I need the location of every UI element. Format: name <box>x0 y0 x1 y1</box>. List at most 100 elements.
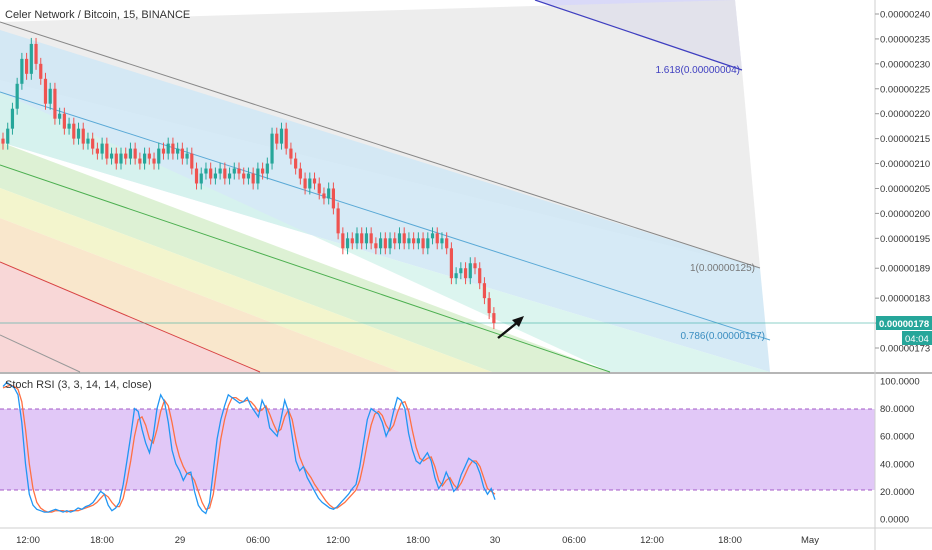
candle-body <box>426 238 430 249</box>
price-tick-label: 0.00000183 <box>880 294 930 305</box>
stoch-ticks: 100.0000 80.0000 60.0000 40.0000 20.0000 0.00… <box>880 377 920 526</box>
candle-body <box>473 263 477 269</box>
price-tick-label: 0.00000189 <box>880 264 930 275</box>
symbol-title: Celer Network / Bitcoin, 15, BINANCE <box>5 9 190 21</box>
candle-body <box>58 113 62 119</box>
candle-body <box>119 153 123 164</box>
price-tick-label: 0.00000200 <box>880 209 930 220</box>
time-tick-label: 18:00 <box>718 535 742 546</box>
candle-body <box>143 153 147 164</box>
current-price-tag: 0.00000178 04:04 <box>876 316 932 345</box>
time-axis[interactable]: 12:00 18:00 29 06:00 12:00 18:00 30 06:00 12:00 1… <box>16 535 819 546</box>
candle-body <box>412 238 416 244</box>
candle-body <box>105 143 109 159</box>
candle-body <box>492 313 496 324</box>
candle-body <box>114 153 118 164</box>
candle-body <box>227 173 232 179</box>
candle-body <box>199 173 203 184</box>
candle-body <box>445 238 449 249</box>
price-tick-label: 0.00000205 <box>880 184 930 195</box>
candle-body <box>407 238 411 244</box>
candle-body <box>336 208 340 234</box>
candle-body <box>109 153 114 159</box>
candle-body <box>265 163 269 174</box>
fib-zone-blue <box>0 30 770 372</box>
candle-body <box>487 298 491 314</box>
fib-line-bottom-gray <box>0 334 81 373</box>
candle-body <box>15 83 19 109</box>
candle-body <box>176 148 180 154</box>
candle-body <box>133 148 137 159</box>
fib-label-1618: 1.618(0.00000004) <box>655 65 740 76</box>
candle-body <box>440 238 444 244</box>
price-tick-label: 0.00000210 <box>880 159 930 170</box>
stoch-tick-label: 80.0000 <box>880 404 914 415</box>
candle-body <box>246 173 251 179</box>
candle-body <box>350 238 354 244</box>
candle-body <box>29 43 33 74</box>
time-tick-label: 06:00 <box>562 535 586 546</box>
candle-body <box>242 173 246 179</box>
candle-body <box>251 173 255 184</box>
candle-body <box>53 88 57 119</box>
candle-body <box>369 233 373 244</box>
candle-body <box>81 128 85 144</box>
candle-body <box>345 238 350 249</box>
fib-line-green <box>0 164 611 373</box>
fib-zone-orange <box>0 218 400 372</box>
candle-body <box>327 188 331 199</box>
candle-body <box>463 268 468 279</box>
candle-body <box>393 238 397 244</box>
candle-body <box>218 168 222 174</box>
price-tick-label: 0.00000195 <box>880 234 930 245</box>
candle-body <box>10 108 15 129</box>
price-tick-label: 0.00000225 <box>880 84 930 95</box>
candle-body <box>449 248 453 279</box>
candle-body <box>261 168 265 174</box>
candle-body <box>303 178 307 189</box>
candle-body <box>161 148 166 154</box>
candle-body <box>67 123 71 129</box>
price-tick-label: 0.00000220 <box>880 109 930 120</box>
candle-body <box>232 168 236 174</box>
candle-body <box>157 148 161 164</box>
time-tick-label: 18:00 <box>406 535 430 546</box>
candle-body <box>312 178 317 184</box>
candle-body <box>43 78 48 104</box>
stoch-rsi-pane[interactable]: Stoch RSI (3, 3, 14, 14, close) <box>0 379 875 515</box>
candle-body <box>331 188 335 209</box>
candle-body <box>91 138 95 149</box>
fib-label-0786: 0.786(0.00000167) <box>680 331 765 342</box>
candle-body <box>435 233 439 244</box>
candle-body <box>6 128 10 144</box>
fib-line-1 <box>0 21 761 269</box>
price-pane[interactable]: 1.618(0.00000004) 1(0.00000125) 0.786(0.… <box>0 0 875 373</box>
candle-body <box>275 133 279 144</box>
time-tick-label: 30 <box>490 535 501 546</box>
candle-body <box>185 153 189 159</box>
candle-body <box>379 238 383 249</box>
time-tick-label: 29 <box>175 535 186 546</box>
fib-zone-green <box>0 142 610 372</box>
candle-body <box>364 233 369 244</box>
price-tick-label: 0.00000235 <box>880 34 930 45</box>
time-tick-label: 18:00 <box>90 535 114 546</box>
candle-body <box>289 148 293 159</box>
candle-body <box>25 58 29 74</box>
time-tick-label: 12:00 <box>326 535 350 546</box>
candle-body <box>322 193 326 199</box>
candle-body <box>166 143 170 154</box>
time-tick-label: 12:00 <box>16 535 40 546</box>
arrow-annotation <box>497 316 524 339</box>
price-tick-label: 0.00000240 <box>880 10 930 21</box>
stoch-tick-label: 100.0000 <box>880 377 920 388</box>
candle-body <box>284 128 288 149</box>
candle-body <box>459 268 463 274</box>
candle-body <box>388 238 392 249</box>
candle-body <box>152 158 156 164</box>
fib-line-1618 <box>534 0 743 71</box>
candle-body <box>298 168 302 179</box>
candle-body <box>308 178 312 189</box>
fib-zone-yellow <box>0 188 492 372</box>
